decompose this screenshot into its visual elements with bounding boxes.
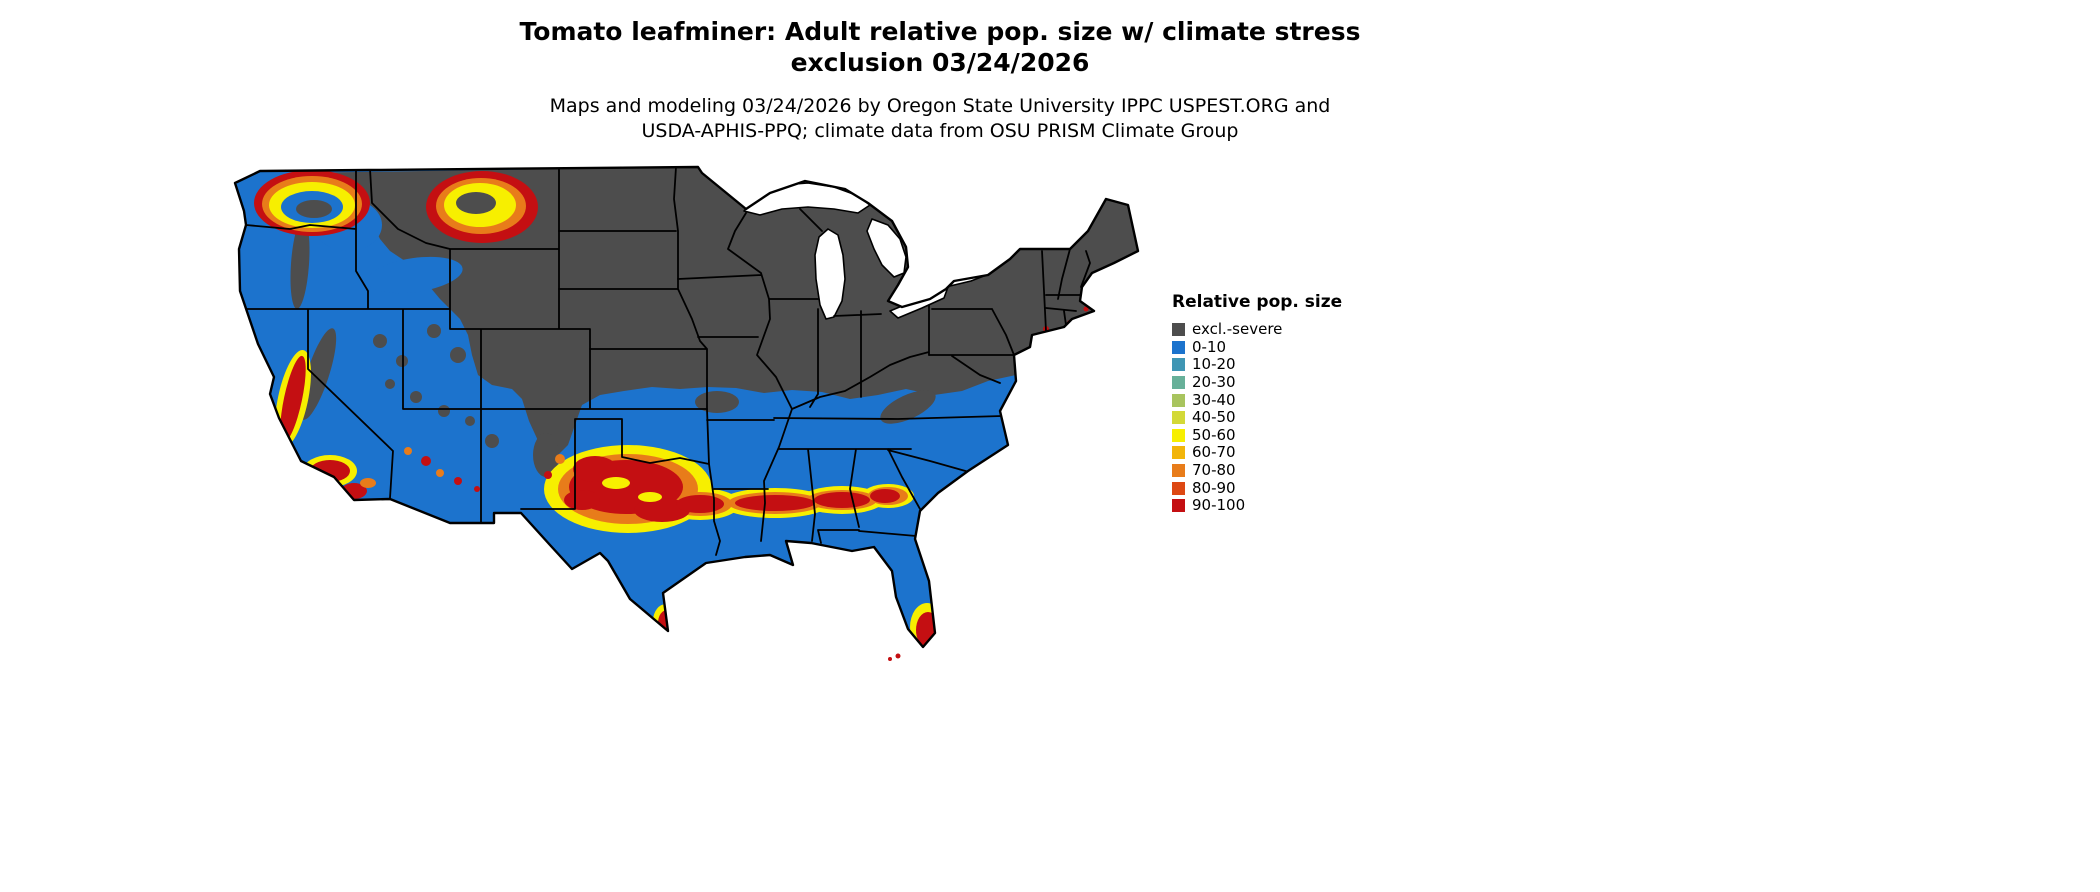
legend-swatch xyxy=(1172,376,1185,390)
legend-swatch xyxy=(1172,446,1185,460)
legend-item: excl.-severe xyxy=(1172,321,1342,339)
legend-swatch xyxy=(1172,358,1185,372)
legend-swatch xyxy=(1172,499,1185,513)
page-title-line-2: exclusion 03/24/2026 xyxy=(790,48,1090,77)
legend-swatch xyxy=(1172,464,1185,478)
legend-label: 50-60 xyxy=(1192,425,1236,444)
legend: Relative pop. size excl.-severe 0-10 10-20… xyxy=(1172,292,1342,515)
legend-swatch xyxy=(1172,428,1185,442)
legend-label: excl.-severe xyxy=(1192,320,1283,339)
legend-item: 0-10 xyxy=(1172,337,1342,357)
legend-label: 0-10 xyxy=(1192,337,1227,356)
legend-label: 80-90 xyxy=(1192,478,1236,497)
map-mountain-patches xyxy=(290,219,936,477)
legend-swatch xyxy=(1172,393,1185,407)
legend-swatch xyxy=(1172,411,1185,425)
legend-item: 80-90 xyxy=(1172,479,1342,497)
legend-label: 20-30 xyxy=(1192,373,1236,392)
legend-label: 10-20 xyxy=(1192,355,1236,374)
legend-label: 70-80 xyxy=(1192,461,1236,480)
legend-item: 30-40 xyxy=(1172,391,1342,409)
legend-item: 60-70 xyxy=(1172,444,1342,462)
map-subtitle: Maps and modeling 03/24/2026 by Oregon S… xyxy=(230,94,1650,144)
us-map-svg xyxy=(233,165,1140,661)
lake-michigan xyxy=(814,228,846,320)
legend-title: Relative pop. size xyxy=(1172,292,1343,312)
lake-huron xyxy=(866,218,907,278)
subtitle-line-1: Maps and modeling 03/24/2026 by Oregon S… xyxy=(549,95,1331,117)
legend-swatch xyxy=(1172,481,1185,495)
page-title-line-1: Tomato leafminer: Adult relative pop. si… xyxy=(519,17,1361,46)
map-header: Tomato leafminer: Adult relative pop. si… xyxy=(230,16,1650,144)
legend-label: 30-40 xyxy=(1192,390,1236,409)
legend-swatch xyxy=(1172,323,1185,337)
legend-item: 40-50 xyxy=(1172,409,1342,427)
map-hotspots xyxy=(254,170,1089,647)
florida-keys-specks xyxy=(888,653,901,661)
legend-item: 20-30 xyxy=(1172,374,1342,392)
us-map xyxy=(230,158,1145,665)
subtitle-line-2: USDA-APHIS-PPQ; climate data from OSU PR… xyxy=(641,120,1239,142)
legend-label: 90-100 xyxy=(1192,496,1246,515)
legend-items: excl.-severe 0-10 10-20 20-30 30-40 40-50 50-6… xyxy=(1172,321,1342,515)
legend-item: 50-60 xyxy=(1172,425,1342,445)
legend-item: 70-80 xyxy=(1172,462,1342,480)
legend-label: 60-70 xyxy=(1192,443,1236,462)
legend-item: 90-100 xyxy=(1172,497,1342,515)
state-borders xyxy=(238,167,1091,556)
us-outline xyxy=(233,165,1140,649)
legend-swatch xyxy=(1172,340,1185,354)
legend-item: 10-20 xyxy=(1172,356,1342,374)
legend-label: 40-50 xyxy=(1192,408,1236,427)
